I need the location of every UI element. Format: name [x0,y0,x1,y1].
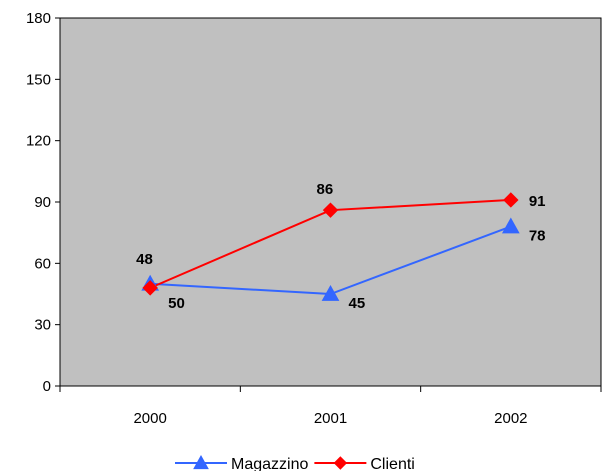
y-axis: 0 30 60 90 120 150 180 [26,10,61,395]
series-group: 50 45 78 48 86 91 [136,181,545,312]
x-tick-label: 2000 [133,410,166,427]
point-marker-magazzino [501,217,520,234]
point-marker-clienti [503,192,519,208]
y-tick-label: 120 [26,133,51,150]
x-axis: 2000 2001 2002 [59,385,602,427]
legend-label: Magazzino [231,456,308,471]
point-marker-clienti [142,280,158,296]
data-label: 91 [529,193,546,210]
point-marker-clienti [322,202,339,218]
legend-marker-magazzino [193,454,209,470]
data-label: 86 [317,181,334,198]
y-tick-label: 180 [26,10,51,27]
legend: Magazzino Clienti [175,454,415,471]
legend-marker-clienti [333,456,348,470]
data-label: 48 [136,251,153,268]
y-tick-label: 150 [26,71,51,88]
y-tick-label: 90 [34,194,51,211]
y-tick-label: 30 [34,317,51,334]
y-tick-label: 60 [34,255,51,272]
x-tick-label: 2001 [314,410,347,427]
data-label: 50 [168,295,185,312]
data-label: 78 [529,228,546,245]
plot-area [59,17,602,387]
point-marker-magazzino [321,284,340,301]
x-tick-label: 2002 [494,410,527,427]
legend-label: Clienti [370,456,414,471]
data-label: 45 [349,295,366,312]
y-tick-label: 0 [43,378,51,395]
